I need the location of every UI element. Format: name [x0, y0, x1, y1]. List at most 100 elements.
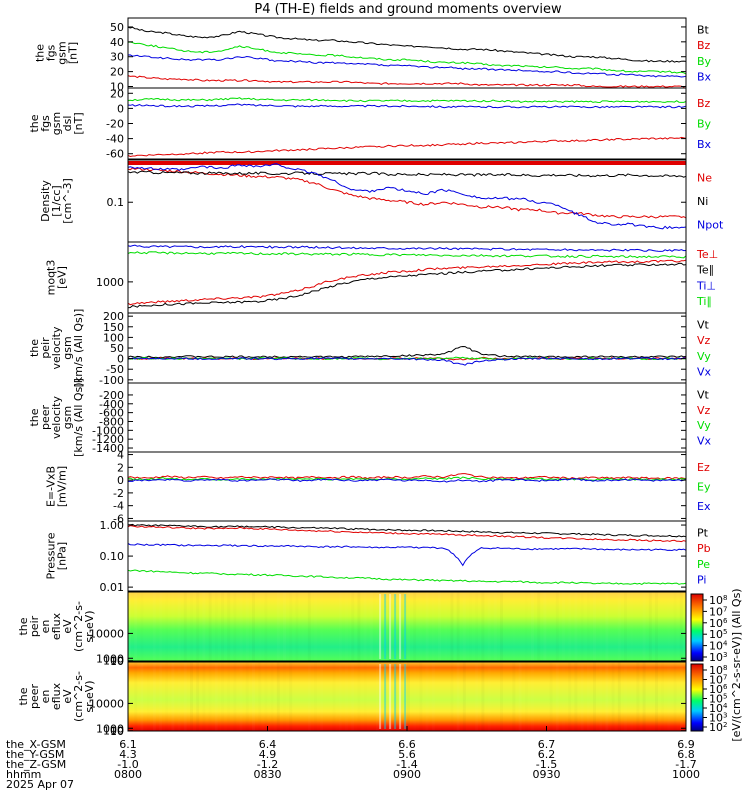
x-tick-label: -1.0 [117, 758, 138, 771]
y-axis-label: gsm [50, 112, 63, 135]
panel-frame [127, 87, 687, 160]
series-Bz [127, 136, 687, 158]
x-row-label: the_Z-GSM [6, 758, 66, 771]
x-tick-label: 6.7 [538, 738, 556, 751]
series-Pb [127, 525, 687, 543]
y-axis-label: [cm^-3] [61, 178, 74, 224]
legend-Ni: Ni [697, 195, 708, 208]
y-axis-label: en [39, 690, 52, 704]
colorbar-1 [690, 593, 704, 662]
x-row-label: the_X-GSM [6, 738, 66, 751]
legend-By: By [697, 55, 712, 68]
colorbar-tick: 104 [709, 702, 728, 715]
y-axis-label: [nT] [72, 112, 85, 134]
legend-Ex: Ex [697, 500, 711, 513]
y-axis-label: the [17, 687, 30, 705]
x-tick-label: 6.8 [677, 748, 695, 761]
y-tick-label: 150 [103, 321, 124, 334]
y-tick-label: 0.10 [100, 550, 125, 563]
x-tick-label: 0900 [393, 768, 421, 781]
legend-Vz: Vz [697, 404, 711, 417]
colorbar-tick: 103 [709, 712, 727, 725]
y-tick-label: 10000 [89, 627, 124, 640]
y-axis-label: [km/s (All Qs)] [72, 378, 85, 457]
legend-Pt: Pt [697, 527, 709, 540]
y-tick-label: -20 [106, 118, 124, 131]
panel-4: 1000 moqt3[eV] Te⊥ Te∥ Ti⊥ Ti∥ [45, 241, 718, 314]
y-tick-label: -60 [106, 148, 124, 161]
legend-Pe: Pe [697, 558, 710, 571]
y-tick-label: -1400 [92, 442, 124, 455]
y-axis-label: eV [61, 689, 74, 704]
y-tick-label: -800 [99, 415, 124, 428]
y-tick-label: 1000 [96, 276, 124, 289]
y-tick-label: 4 [117, 449, 124, 462]
y-tick-label: 10 [110, 725, 124, 738]
legend-Ne: Ne [697, 172, 712, 185]
y-axis-label: dsl [61, 116, 74, 132]
legend-Ti⊥: Ti⊥ [696, 279, 716, 292]
y-axis-label: [eV] [56, 266, 69, 289]
panel-6: -200-400-600-800-1000-1200-1400 thepeerve… [28, 378, 712, 457]
y-tick-label: 1000 [96, 652, 124, 665]
y-tick-label: -6 [113, 512, 124, 525]
legend-Vt: Vt [697, 319, 710, 332]
y-tick-label: 100 [103, 725, 124, 738]
x-tick-label: 6.1 [119, 738, 137, 751]
series-Te∥ [127, 262, 687, 309]
y-axis-label: en [39, 620, 52, 634]
panel-frame [127, 520, 687, 592]
y-axis-label: sr-eV) [83, 610, 96, 642]
series-Ez [127, 473, 687, 480]
legend-Vx: Vx [697, 435, 712, 448]
y-axis-label: peir [39, 337, 52, 359]
y-tick-label: 20 [110, 87, 124, 100]
x-tick-label: -1.5 [536, 758, 557, 771]
y-axis-label: [1/cc] [50, 185, 63, 216]
y-tick-label: 0.1 [107, 196, 125, 209]
y-axis-label: velocity [50, 396, 63, 439]
panel-7: 420-2-4-6 E=-VxB[mV/m] Ez Ey Ex [45, 449, 711, 526]
x-tick-label: 5.6 [398, 748, 416, 761]
y-axis-label: E=-VxB [45, 466, 58, 507]
y-tick-label: 0 [117, 474, 124, 487]
y-tick-label: 100 [103, 655, 124, 668]
colorbar-tick: 107 [709, 605, 727, 618]
y-axis-label: gsm [56, 41, 69, 64]
series-Bt [127, 26, 687, 63]
y-axis-label: eV [61, 619, 74, 634]
x-tick-label: 0800 [114, 768, 142, 781]
y-axis-label: [mV/m] [56, 466, 69, 507]
x-tick-label: 1000 [672, 768, 700, 781]
panel-8: 1.00 0.10 0.01 Pressure[nPa] Pt Pb Pe Pi [45, 519, 711, 594]
colorbar-tick: 102 [709, 721, 727, 734]
date-label: 2025 Apr 07 [6, 778, 74, 791]
x-tick-label: 0930 [533, 768, 561, 781]
y-tick-label: -1200 [92, 433, 124, 446]
colorbar-tick: 104 [709, 640, 728, 653]
y-axis-label: the [17, 617, 30, 635]
legend-Pb: Pb [697, 542, 711, 555]
y-tick-label: 100 [103, 331, 124, 344]
y-axis-label: the [34, 44, 47, 62]
y-tick-label: 20 [110, 66, 124, 79]
panel-frame [127, 591, 687, 662]
x-tick-label: 6.4 [259, 738, 277, 751]
y-axis-label: gsm [61, 336, 74, 359]
colorbar-tick: 106 [709, 683, 728, 696]
y-tick-label: 200 [103, 310, 124, 323]
y-tick-label: 10 [110, 81, 124, 94]
legend-Npot: Npot [697, 218, 724, 231]
series-Ti∥ [127, 251, 687, 259]
series-By [127, 97, 687, 104]
legend-Ti∥: Ti∥ [696, 295, 712, 308]
series-Pe [127, 569, 687, 585]
y-axis-label: the [28, 339, 41, 357]
y-axis-label: fgs [45, 44, 58, 61]
legend-Pi: Pi [697, 573, 706, 586]
series-Bx [127, 54, 687, 78]
y-axis-label: peir [28, 615, 41, 637]
legend-Bz: Bz [697, 39, 711, 52]
y-axis-label: peer [28, 684, 41, 710]
